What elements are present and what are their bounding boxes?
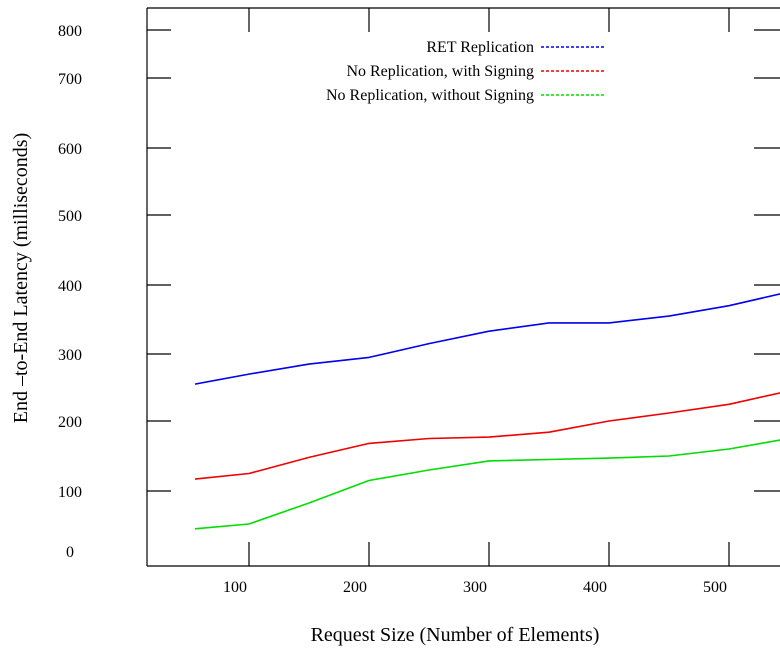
y-tick-label: 800 xyxy=(58,23,82,40)
x-tick-label: 300 xyxy=(463,579,487,596)
y-tick-label: 300 xyxy=(58,347,82,364)
x-axis-title: Request Size (Number of Elements) xyxy=(311,624,600,646)
x-tick-label: 500 xyxy=(703,579,727,596)
series-line-3 xyxy=(194,439,780,530)
series-line-1 xyxy=(194,293,780,385)
x-tick-label: 100 xyxy=(223,579,247,596)
y-tick-label: 100 xyxy=(58,484,82,501)
legend-label-2: No Replication, with Signing xyxy=(346,63,534,80)
legend-label-3: No Replication, without Signing xyxy=(326,87,534,104)
y-tick-label: 400 xyxy=(58,278,82,295)
y-tick-label: 500 xyxy=(58,208,82,225)
y-tick-label: 0 xyxy=(66,544,74,561)
y-tick-label: 700 xyxy=(58,71,82,88)
y-axis-title: End –to-End Latency (milliseconds) xyxy=(10,133,32,423)
y-tick-label: 200 xyxy=(58,414,82,431)
y-tick-label: 600 xyxy=(58,141,82,158)
x-tick-label: 200 xyxy=(343,579,367,596)
x-tick-label: 400 xyxy=(583,579,607,596)
series-line-2 xyxy=(194,392,780,480)
legend-label-1: RET Replication xyxy=(426,39,534,56)
